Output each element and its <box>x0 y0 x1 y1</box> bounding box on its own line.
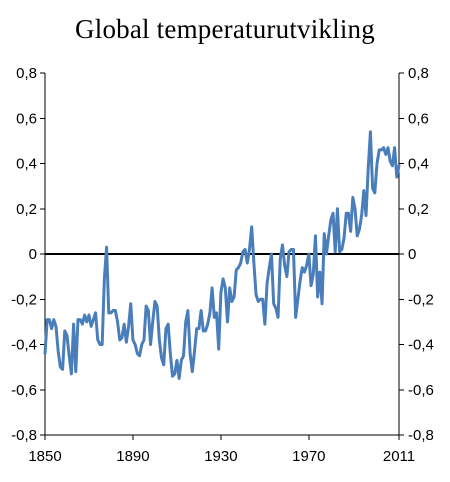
y-tick-label-left: 0,2 <box>16 201 37 218</box>
y-tick-label-left: 0,4 <box>16 156 37 173</box>
y-tick-label-right: 0,2 <box>408 201 429 218</box>
x-tick-label: 2011 <box>383 448 415 465</box>
y-tick-label-right: -0,2 <box>408 291 434 308</box>
y-tick-label-right: -0,4 <box>408 337 434 354</box>
x-tick-label: 1850 <box>28 448 61 465</box>
y-tick-label-left: -0,8 <box>11 427 37 444</box>
y-tick-label-left: 0,8 <box>16 65 37 82</box>
y-tick-label-right: 0 <box>408 246 416 263</box>
temperature-series-line <box>43 130 401 380</box>
y-tick-label-left: -0,4 <box>11 337 37 354</box>
x-tick-label: 1890 <box>116 448 149 465</box>
series-layer <box>43 130 401 380</box>
x-tick-label: 1930 <box>204 448 237 465</box>
x-ticks: 1850 1890 1930 1970 2011 <box>28 435 415 465</box>
y-tick-label-right: -0,6 <box>408 382 434 399</box>
y-tick-label-right: -0,8 <box>408 427 434 444</box>
y-ticks-left: 0,8 0,6 0,4 0,2 0 -0,2 -0,4 -0,6 -0,8 <box>11 65 45 444</box>
y-tick-label-right: 0,8 <box>408 65 429 82</box>
chart-title: Global temperaturutvikling <box>75 14 375 44</box>
y-tick-label-right: 0,6 <box>408 110 429 127</box>
y-ticks-right: 0,8 0,6 0,4 0,2 0 -0,2 -0,4 -0,6 -0,8 <box>399 65 434 444</box>
y-tick-label-left: 0 <box>29 246 37 263</box>
y-tick-label-left: -0,6 <box>11 382 37 399</box>
y-tick-label-left: -0,2 <box>11 291 37 308</box>
y-tick-label-left: 0,6 <box>16 110 37 127</box>
y-tick-label-right: 0,4 <box>408 156 429 173</box>
x-tick-label: 1970 <box>292 448 325 465</box>
